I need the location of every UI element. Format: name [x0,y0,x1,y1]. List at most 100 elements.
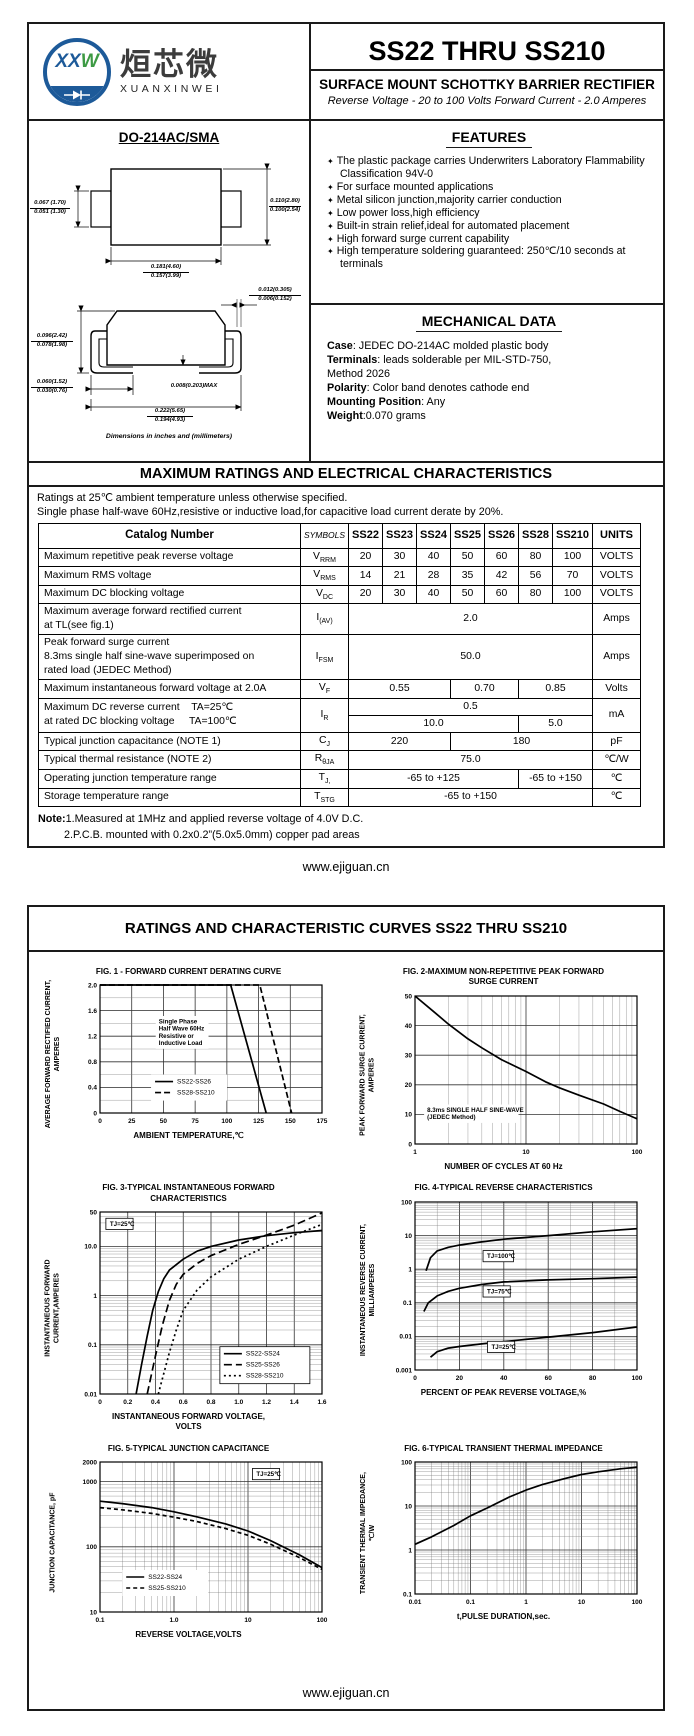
svg-text:1.4: 1.4 [290,1399,299,1406]
symbol-cell: I(AV) [300,603,349,636]
fig2-y-axis-label: PEAK FORWARD SURGE CURRENT, AMPERES [359,1013,377,1136]
svg-text:(JEDEC Method): (JEDEC Method) [427,1114,475,1121]
symbol-cell: VRRM [300,547,349,568]
value-cell: 5.0 [518,714,593,733]
fig1-chart: 0 25 50 75 100 125 150 175 0 0.4 0.8 1.2 1.6 2.0 SS22-… [88,983,328,1126]
value-cell: 35 [450,566,485,586]
title-block: SS22 THRU SS210 SURFACE MOUNT SCHOTTKY B… [309,24,663,119]
value-cell: 42 [484,566,519,586]
website-link[interactable]: www.ejiguan.cn [302,860,390,875]
svg-text:Single Phase: Single Phase [159,1019,198,1026]
value-cell: 56 [518,566,553,586]
fig4-y-axis-label: INSTANTANEOUS REVERSE CURRENT, MILLIAMPER… [359,1224,377,1357]
value-cell: 80 [518,584,553,605]
symbol-cell: RθJA [300,750,349,770]
svg-text:25: 25 [128,1118,136,1125]
middle-section: DO-214AC/SMA [29,121,663,461]
dim-body-width: 0.181(4.60) 0.157(3.99) [111,264,221,280]
mechanical-data-line: Mounting Position: Any [327,396,446,409]
mechanical-data-title: MECHANICAL DATA [415,313,563,332]
website-link-2[interactable]: www.ejiguan.cn [302,1686,390,1700]
value-cell: 30 [382,547,417,568]
svg-text:0: 0 [408,1141,412,1148]
column-header: SS210 [552,523,593,549]
column-header: SS28 [518,523,553,549]
svg-text:75: 75 [192,1118,200,1125]
table-row: Peak forward surge current 8.3ms single h… [38,634,641,681]
fig4-title: FIG. 4-TYPICAL REVERSE CHARACTERISTICS [414,1183,593,1193]
mechanical-data-line: Terminals: leads solderable per MIL-STD-… [327,354,552,367]
svg-text:100: 100 [632,1375,643,1382]
svg-text:SS28-SS210: SS28-SS210 [246,1373,284,1380]
fig3-x-axis-label: INSTANTANEOUS FORWARD VOLTAGE, VOLTS [111,1411,266,1432]
feature-item: ✦ High forward surge current capability [327,232,510,245]
fig1-y-axis-label: AVERAGE FORWARD RECTIFIED CURRENT, AMPERE… [44,980,61,1129]
mechanical-data-line: Polarity: Color band denotes cathode end [327,382,530,395]
value-cell: Operating junction temperature range [38,769,301,789]
fig3-y-axis-label: INSTANTANEOUS FORWARD CURRENT,AMPERES [44,1259,62,1357]
package-drawing: DO-214AC/SMA [29,121,309,461]
bullet-icon: ✦ [327,221,334,231]
fig4-chart: 0 20 40 60 80 100 0.001 0.01 0.1 1 10 100 TJ=100℃ TJ=… [396,1199,643,1382]
column-header: SS22 [348,523,383,549]
svg-text:40: 40 [405,1023,413,1030]
value-cell: Maximum DC blocking voltage [38,584,301,605]
drawing-caption: Dimensions in inches and (millimeters) [105,433,233,440]
feature-item: ✦ Built-in strain relief,ideal for automa… [327,219,570,232]
value-cell: -65 to +150 [518,769,593,789]
svg-text:Inductive Load: Inductive Load [159,1040,203,1047]
svg-text:10: 10 [405,1111,413,1118]
fig1-x-axis-label: AMBIENT TEMPERATURE,℃ [133,1131,244,1141]
value-cell: Maximum DC reverse current TA=25℃ at rate… [38,697,301,733]
note-1: Note:1.Measured at 1MHz and applied reve… [38,813,364,826]
fig6-title: FIG. 6-TYPICAL TRANSIENT THERMAL IMPEDAN… [404,1443,603,1453]
value-cell: 14 [348,566,383,586]
svg-text:50: 50 [90,1209,98,1216]
symbol-cell: IR [300,697,349,733]
bullet-icon: ✦ [327,234,334,244]
value-cell: 2.0 [348,603,593,636]
package-outline-drawing [74,163,271,411]
features-title: FEATURES [445,129,533,148]
column-header: SS25 [450,523,485,549]
svg-text:50: 50 [160,1118,168,1125]
mechanical-data-line: Case: JEDEC DO-214AC molded plastic body [327,340,549,352]
fig1-series-ss28-ss210 [100,984,293,1114]
value-cell: -65 to +125 [348,769,519,789]
svg-text:100: 100 [317,1617,328,1624]
value-cell: -65 to +150 [348,787,593,808]
symbol-cell: VF [300,679,349,699]
value-cell: pF [592,731,641,752]
svg-text:SS22-SS24: SS22-SS24 [148,1574,182,1581]
mechanical-data-line: Method 2026 [327,368,391,381]
symbol-cell: TSTG [300,787,349,808]
fig4-x-axis-label: PERCENT OF PEAK REVERSE VOLTAGE,% [420,1387,587,1397]
svg-text:0.001: 0.001 [396,1367,413,1374]
table-header-row: Catalog Number SYMBOLS SS22 SS23 SS24 SS25 SS2… [38,523,641,549]
fig5: FIG. 5-TYPICAL JUNCTION CAPACITANCE JUNCT… [31,1433,346,1641]
value-cell: 50 [450,584,485,605]
svg-text:1.6: 1.6 [88,1008,97,1015]
svg-text:TJ=75℃: TJ=75℃ [487,1288,512,1295]
bullet-icon: ✦ [327,247,334,257]
value-cell: Peak forward surge current 8.3ms single h… [38,634,301,681]
fig5-x-axis-label: REVERSE VOLTAGE,VOLTS [135,1630,242,1640]
feature-item: ✦ Metal silicon junction,majority carrier… [327,193,562,206]
symbol-cell: VRMS [300,566,349,586]
value-cell: 40 [416,584,451,605]
table-row: Maximum repetitive peak reverse voltage V… [38,547,641,568]
fig3-series-ss22-ss24 [135,1229,323,1395]
svg-text:0: 0 [98,1118,102,1125]
svg-text:2000: 2000 [83,1459,98,1466]
fig1-title: FIG. 1 - FORWARD CURRENT DERATING CURVE [95,967,282,976]
bullet-icon: ✦ [327,182,334,192]
svg-text:SS28-SS210: SS28-SS210 [177,1090,215,1097]
value-cell: Maximum repetitive peak reverse voltage [38,547,301,568]
svg-text:1: 1 [93,1293,97,1300]
svg-text:0.8: 0.8 [88,1059,97,1066]
svg-text:0.6: 0.6 [179,1399,188,1406]
value-cell: 0.70 [450,679,519,699]
svg-text:0: 0 [98,1399,102,1406]
fig6-y-axis-label: TRANSIENT THERMAL IMPEDANCE, ℃/W [359,1472,377,1595]
value-cell: 100 [552,584,593,605]
